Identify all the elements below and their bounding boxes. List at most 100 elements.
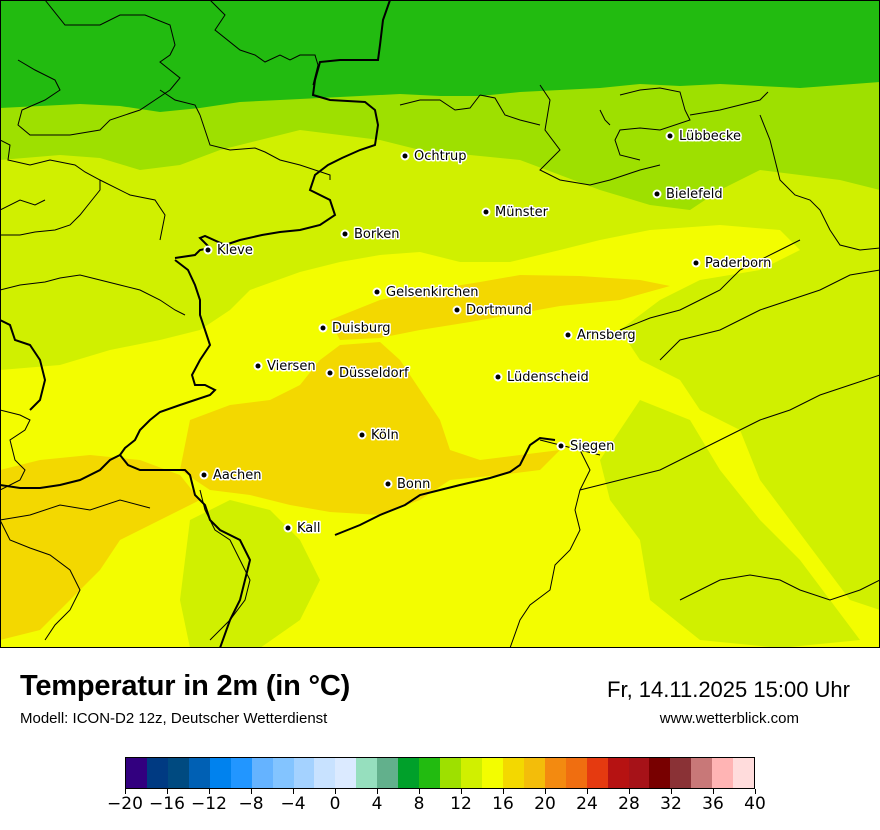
colorbar-tick [124,789,126,794]
colorbar-tick-label: 24 [576,794,598,814]
website-link[interactable]: www.wetterblick.com [659,710,799,727]
city-kleve: Kleve [203,242,254,260]
colorbar-segment [628,758,650,788]
city-kall: Kall [283,520,322,538]
colorbar-tick [712,789,714,794]
city-label: Dortmund [466,303,532,318]
city-label: Duisburg [332,321,391,336]
city-label: Paderborn [705,256,771,271]
colorbar-tick-label: −16 [149,794,185,814]
colorbar-segment [565,758,587,788]
colorbar-tick-label: 28 [618,794,640,814]
colorbar-tick [460,789,462,794]
colorbar-segment [419,758,441,788]
colorbar-segment [607,758,629,788]
colorbar-tick-label: −4 [280,794,306,814]
valid-datetime: Fr, 14.11.2025 15:00 Uhr [607,677,850,702]
colorbar-tick [334,789,336,794]
colorbar-segment [188,758,210,788]
city-dot-icon [693,260,699,266]
city-dot-icon [495,374,501,380]
temperature-colorbar [125,757,755,789]
city-label: Lübbecke [679,129,741,144]
colorbar-segment [377,758,399,788]
city-label: Aachen [213,468,261,483]
colorbar-segment [398,758,420,788]
city-viersen: Viersen [253,358,317,376]
city-label: Kleve [217,243,253,258]
city-label: Köln [371,428,399,443]
city-duisburg: Duisburg [318,320,392,338]
colorbar-tick-label: 36 [702,794,724,814]
colorbar-segment [461,758,482,788]
city-label: Borken [354,227,400,242]
colorbar-tick [166,789,168,794]
colorbar-tick [754,789,756,794]
colorbar-segment [314,758,336,788]
colorbar-segment [502,758,524,788]
colorbar-segment [586,758,608,788]
city-dot-icon [454,307,460,313]
city-dot-icon [402,153,408,159]
colorbar-tick [502,789,504,794]
temp-zone-12-14-eifel [180,500,320,648]
colorbar-tick-label: 0 [329,794,341,814]
city-dot-icon [327,370,333,376]
city-bielefeld: Bielefeld [652,186,724,204]
city-dot-icon [255,363,261,369]
colorbar-tick [670,789,672,794]
city-dot-icon [654,191,660,197]
city-dot-icon [483,209,489,215]
city-dot-icon [285,525,291,531]
temp-zone-16-18-southwest [0,455,200,640]
colorbar-tick-label: 16 [492,794,514,814]
colorbar-segment [670,758,692,788]
city-label: Gelsenkirchen [386,285,479,300]
colorbar-tick [418,789,420,794]
colorbar-segment [251,758,273,788]
colorbar-segment [146,758,168,788]
colorbar-tick [208,789,210,794]
city-münster: Münster [481,204,550,222]
colorbar-tick-label: 8 [413,794,425,814]
colorbar-segment [523,758,545,788]
map-title: Temperatur in 2m (in °C) [20,670,351,702]
colorbar-tick [628,789,630,794]
colorbar-tick-label: 4 [371,794,383,814]
colorbar-tick-label: 12 [450,794,472,814]
city-dot-icon [558,443,564,449]
city-dot-icon [385,481,391,487]
city-paderborn: Paderborn [691,255,773,273]
city-markers: Lübbecke Ochtrup Bielefeld Münster Borken Kle… [199,128,773,538]
colorbar-segment [733,758,755,788]
colorbar-tick-label: 20 [534,794,556,814]
colorbar-segment [712,758,734,788]
city-bonn: Bonn [383,476,432,494]
temperature-map[interactable]: Lübbecke Ochtrup Bielefeld Münster Borken Kle… [0,0,880,648]
colorbar-segment [544,758,566,788]
colorbar-tick-label: 40 [744,794,766,814]
city-arnsberg: Arnsberg [563,327,637,345]
temp-zone-16-18-koeln [180,342,560,515]
colorbar-tick-label: −20 [107,794,143,814]
colorbar-segment [440,758,461,788]
colorbar-segment [481,758,503,788]
colorbar-segment [230,758,252,788]
temp-zone-12-14-east [600,400,860,648]
city-dot-icon [342,231,348,237]
colorbar-tick-label: −12 [191,794,227,814]
city-label: Lüdenscheid [507,370,589,385]
colorbar-segment [691,758,713,788]
colorbar-tick-label: −8 [238,794,264,814]
city-label: Kall [297,521,321,536]
city-label: Arnsberg [577,328,636,343]
city-borken: Borken [340,226,401,244]
city-dot-icon [201,472,207,478]
colorbar-tick [544,789,546,794]
city-dot-icon [320,325,326,331]
city-label: Bonn [397,477,430,492]
colorbar-tick [586,789,588,794]
colorbar-tick-label: 32 [660,794,682,814]
city-lübbecke: Lübbecke [665,128,742,146]
city-dot-icon [359,432,365,438]
